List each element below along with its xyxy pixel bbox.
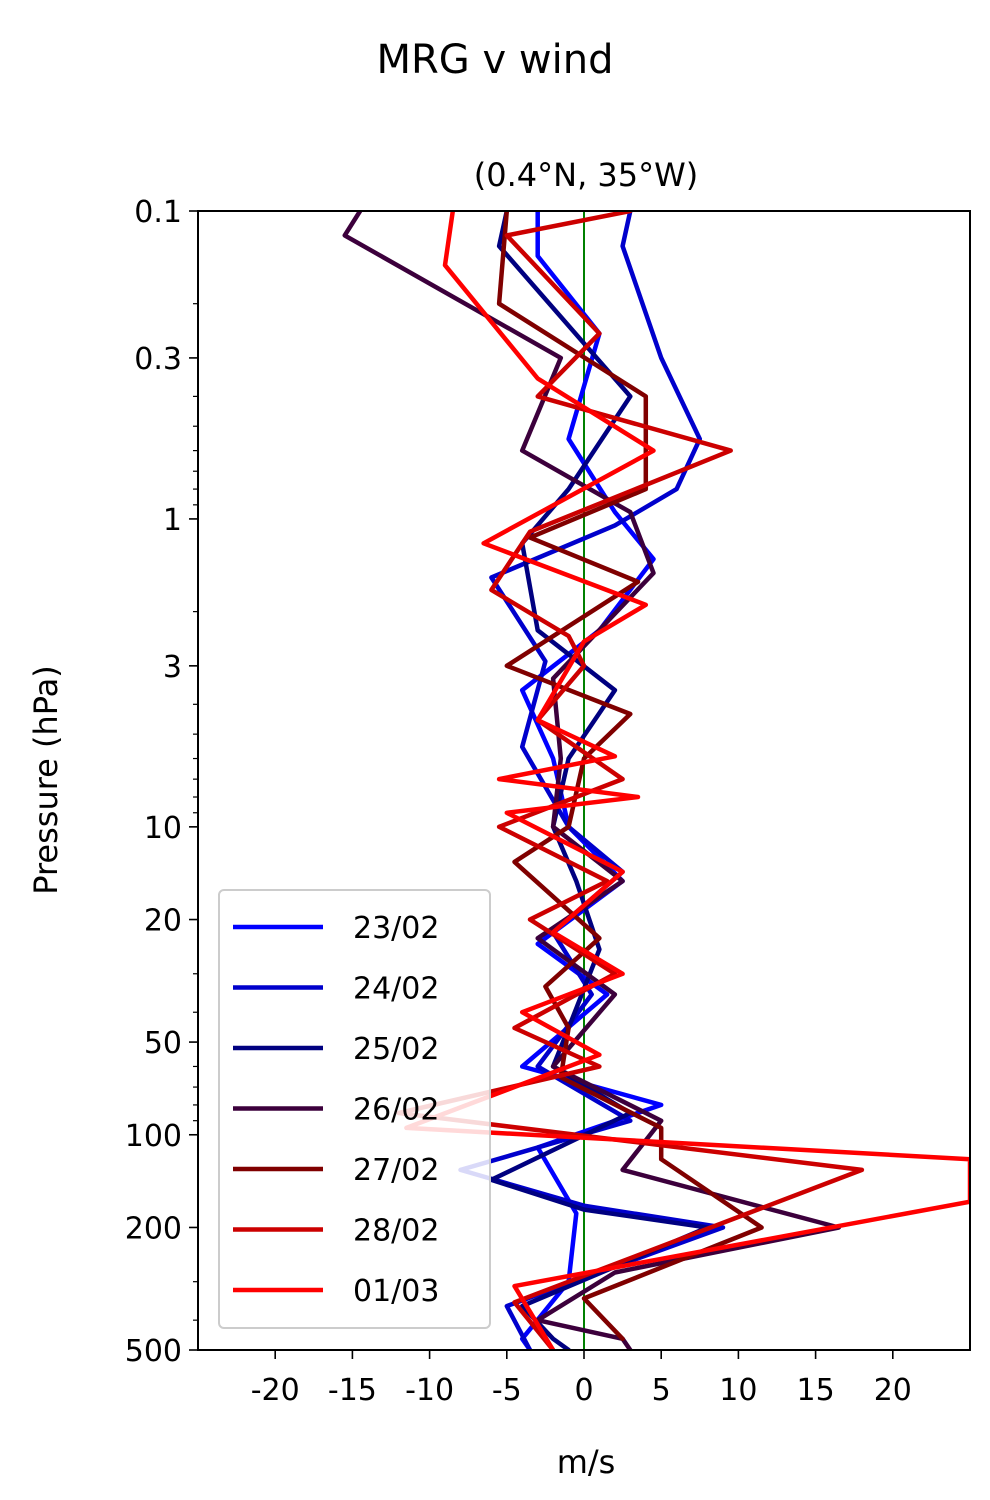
y-tick-label: 100 bbox=[125, 1119, 182, 1154]
x-tick-label: 15 bbox=[797, 1373, 835, 1408]
y-tick-label: 0.3 bbox=[134, 342, 182, 377]
figure-title: MRG v wind bbox=[377, 37, 614, 83]
y-tick-label: 0.1 bbox=[134, 195, 182, 230]
y-tick-label: 50 bbox=[144, 1026, 182, 1061]
legend-label: 26/02 bbox=[353, 1093, 439, 1128]
y-tick-label: 10 bbox=[144, 811, 182, 846]
y-tick-label: 500 bbox=[125, 1334, 182, 1369]
x-tick-label: 10 bbox=[719, 1373, 757, 1408]
series-layer bbox=[342, 211, 970, 1350]
plot-title: (0.4°N, 35°W) bbox=[474, 156, 699, 194]
x-axis-label: m/s bbox=[557, 1443, 616, 1481]
x-tick-label: -15 bbox=[328, 1373, 377, 1408]
x-tick-label: 20 bbox=[874, 1373, 912, 1408]
y-tick-label: 1 bbox=[163, 503, 182, 538]
x-tick-label: -5 bbox=[492, 1373, 522, 1408]
x-axis: -20 -15 -10 -5 0 5 10 15 20 bbox=[251, 1350, 912, 1408]
legend: 23/02 24/02 25/02 26/02 27/02 28/02 01/03 bbox=[218, 889, 491, 1329]
legend-label: 27/02 bbox=[353, 1153, 439, 1188]
y-axis-label: Pressure (hPa) bbox=[27, 665, 65, 895]
x-tick-label: -10 bbox=[405, 1373, 454, 1408]
legend-label: 23/02 bbox=[353, 911, 439, 946]
y-tick-label: 200 bbox=[125, 1211, 182, 1246]
series-line-25-02 bbox=[489, 211, 710, 1350]
y-tick-label: 20 bbox=[144, 904, 182, 939]
legend-box bbox=[218, 889, 491, 1329]
x-tick-label: 5 bbox=[652, 1373, 671, 1408]
legend-label: 28/02 bbox=[353, 1214, 439, 1249]
series-line-24-02 bbox=[458, 211, 726, 1350]
y-axis: 0.1 0.3 1 3 10 20 50 100 200 500 bbox=[125, 195, 198, 1369]
series-line-27-02 bbox=[496, 211, 764, 1342]
legend-label: 24/02 bbox=[353, 972, 439, 1007]
legend-label: 01/03 bbox=[353, 1274, 439, 1309]
x-tick-label: -20 bbox=[251, 1373, 300, 1408]
y-tick-label: 3 bbox=[163, 650, 182, 685]
legend-label: 25/02 bbox=[353, 1032, 439, 1067]
series-line-01-03 bbox=[404, 211, 970, 1350]
x-tick-label: 0 bbox=[574, 1373, 593, 1408]
